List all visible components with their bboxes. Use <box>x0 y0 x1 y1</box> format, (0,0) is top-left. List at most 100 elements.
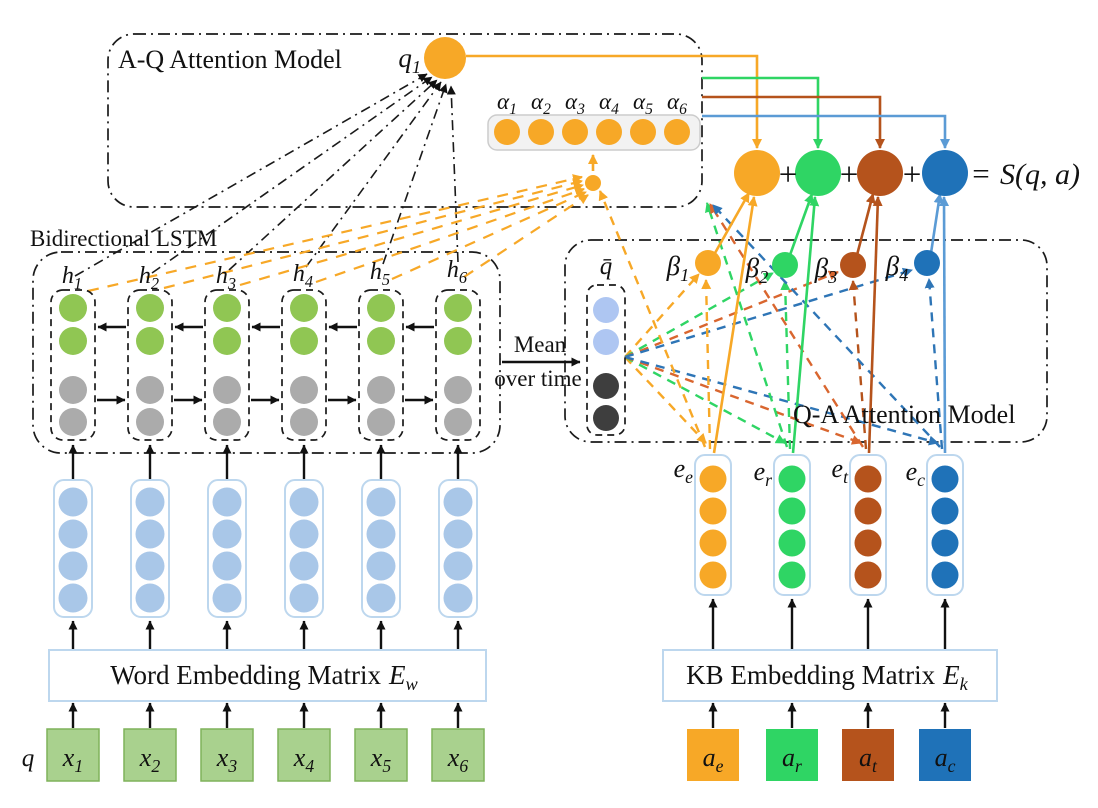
qbar-to-beta-dashed <box>624 267 913 359</box>
mean-label-line1: Mean <box>514 332 567 357</box>
x-input-squares: x1 x2 x3 x4 x5 x6 <box>46 728 485 782</box>
qbar-cell-1 <box>593 297 619 323</box>
e-entity-label: ee <box>674 454 694 487</box>
kb-to-e-arrows <box>708 598 950 649</box>
e-relation-label: er <box>754 457 773 490</box>
score-label: S(q, a) <box>1000 158 1080 191</box>
lstm-title: Bidirectional LSTM <box>30 226 217 251</box>
beta2-node <box>772 252 798 278</box>
plus-sign-3: + <box>903 157 922 193</box>
alpha6-label: α6 <box>667 89 687 118</box>
aq-model-box <box>107 33 703 208</box>
attention-score-node <box>585 175 601 191</box>
sum-node-relation <box>795 150 841 196</box>
x4-square <box>277 728 331 782</box>
alpha3-label: α3 <box>565 89 585 118</box>
plus-sign-2: + <box>840 157 859 193</box>
x1-square <box>46 728 100 782</box>
lstm-column-6 <box>435 289 481 441</box>
x1-label: x1 <box>62 743 83 776</box>
alpha5-label: α5 <box>633 89 653 118</box>
alpha4-label: α4 <box>599 89 619 118</box>
lstm-column-2 <box>127 289 173 441</box>
a-context-square <box>919 729 971 781</box>
e-relation-cells <box>778 465 806 589</box>
alpha1-label: α1 <box>497 89 517 118</box>
lstm-box <box>32 251 501 454</box>
qbar-label: q̄ <box>600 253 613 280</box>
e-to-beta-dashed <box>701 278 944 450</box>
h2-label: h2 <box>139 263 159 293</box>
a-relation-label: ar <box>782 743 802 776</box>
word-embedding-matrix-box <box>48 649 487 702</box>
a-context-label: ac <box>935 743 956 776</box>
e-aspect-columns: ee er et ec <box>674 454 964 596</box>
word-embedding-matrix-label: Word Embedding Matrix Ew <box>110 660 418 694</box>
kb-embedding-matrix-box <box>662 649 998 702</box>
a-type-label: at <box>859 743 878 776</box>
beta4-node <box>914 250 940 276</box>
alpha-weight-nodes <box>494 119 690 145</box>
e-type-cells <box>854 465 882 589</box>
mean-over-time: Mean over time <box>494 332 582 391</box>
word-embedding-columns <box>53 479 478 618</box>
h4-label: h4 <box>293 261 313 291</box>
lstm-backward-cells <box>59 294 472 355</box>
aq-output-lines <box>466 54 950 149</box>
qbar-to-e-dashed <box>624 355 939 446</box>
e-context-cells <box>931 465 959 589</box>
h6-label: h6 <box>447 257 468 287</box>
e-type-label: et <box>832 454 850 487</box>
h5-label: h5 <box>370 259 390 289</box>
aq-attention-fan-orange <box>87 174 589 293</box>
h1-label: h1 <box>62 263 82 293</box>
x3-label: x3 <box>216 743 238 776</box>
e-relation-column <box>773 454 811 596</box>
q1-label: q1 <box>398 43 421 77</box>
lstm-column-1 <box>50 289 96 441</box>
q1-node <box>424 37 466 79</box>
a-entity-label: ae <box>703 743 724 776</box>
h3-label: h3 <box>216 263 236 293</box>
x6-square <box>431 728 485 782</box>
lstm-columns <box>50 289 481 441</box>
e-entity-cells <box>699 465 727 589</box>
alpha-row: α1 α2 α3 α4 α5 α6 <box>487 89 701 191</box>
lstm-forward-cells <box>59 376 472 436</box>
embed-to-lstm-arrows <box>68 444 463 481</box>
a-type-square <box>842 729 894 781</box>
lstm-column-3 <box>204 289 250 441</box>
plus-sign-1: + <box>779 157 798 193</box>
beta-to-sum-lines <box>713 192 944 256</box>
e-entity-column <box>694 454 732 596</box>
alpha2-label: α2 <box>531 89 551 118</box>
qa-model-box <box>564 239 1048 443</box>
x4-label: x4 <box>293 743 315 776</box>
e-context-column <box>926 454 964 596</box>
x2-label: x2 <box>139 743 161 776</box>
beta1-label: β1 <box>666 251 690 285</box>
mean-label-line2: over time <box>494 366 582 391</box>
qbar-column: q̄ <box>586 253 626 436</box>
qbar-cell-2 <box>593 329 619 355</box>
a-input-squares: ae ar at ac <box>687 729 971 781</box>
x-to-ew-arrows <box>68 702 463 728</box>
beta3-node <box>840 252 866 278</box>
beta1-node <box>695 250 721 276</box>
e-context-label: ec <box>906 457 926 490</box>
lstm-column-4 <box>281 289 327 441</box>
a-entity-square <box>687 729 739 781</box>
beta-row: β1 β2 β3 β4 <box>666 250 940 287</box>
sum-node-entity <box>734 150 780 196</box>
aq-model-title: A-Q Attention Model <box>118 45 342 74</box>
e-to-sum-lines <box>712 196 950 454</box>
a-to-kb-arrows <box>708 702 950 728</box>
beta2-label: β2 <box>745 253 769 287</box>
e-type-column <box>849 454 887 596</box>
equals-sign: = <box>972 156 989 191</box>
beta4-label: β4 <box>885 251 909 285</box>
qbar-cell-3 <box>593 373 619 399</box>
qbar-cell-4 <box>593 405 619 431</box>
weighted-sum-row: + + + = S(q, a) <box>734 150 1080 196</box>
